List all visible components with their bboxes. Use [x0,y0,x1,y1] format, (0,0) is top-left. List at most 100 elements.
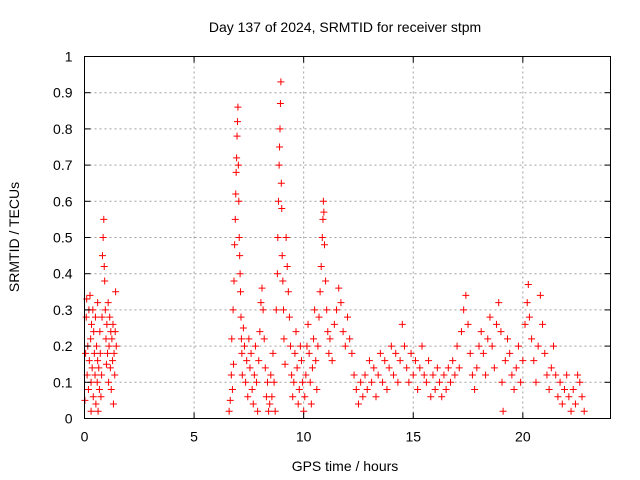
data-point [108,335,116,343]
data-point [433,364,441,372]
x-tick-label: 15 [405,429,421,445]
data-point [303,342,311,350]
data-point [227,371,235,379]
data-point [297,357,305,365]
data-point [239,324,247,332]
data-point [322,277,330,285]
data-point [442,386,450,394]
data-point [287,342,295,350]
chart-title: Day 137 of 2024, SRMTID for receiver stp… [209,19,481,35]
data-point [383,386,391,394]
data-point [368,378,376,386]
data-point [497,328,505,336]
data-point [91,371,99,379]
x-tick-label: 10 [296,429,312,445]
data-point [109,400,117,408]
data-point [237,335,245,343]
data-point [231,241,239,249]
y-tick-label: 0.2 [53,338,73,354]
data-point [411,357,419,365]
data-point [93,378,101,386]
data-point [273,270,281,278]
data-point [251,342,259,350]
data-point [339,328,347,336]
data-point [314,342,322,350]
data-point [307,400,315,408]
data-point [90,328,98,336]
data-point [267,371,275,379]
data-point [323,306,331,314]
data-point [324,328,332,336]
data-point [105,342,113,350]
data-point [289,393,297,401]
data-point [508,371,516,379]
data-point [354,400,362,408]
data-point [396,357,404,365]
data-point [283,262,291,270]
data-point [274,197,282,205]
data-point [521,320,529,328]
data-point [106,313,114,321]
data-point [514,342,522,350]
data-point [328,357,336,365]
data-point [457,328,465,336]
data-point [313,386,321,394]
data-point [94,357,102,365]
data-point [565,393,573,401]
data-point [387,342,395,350]
data-point [111,371,119,379]
data-point [407,349,415,357]
y-tick-label: 0.7 [53,157,73,173]
data-point [311,306,319,314]
data-point [315,313,323,321]
data-point [110,349,118,357]
data-point [95,364,103,372]
y-tick-label: 0.4 [53,266,73,282]
data-point [352,386,360,394]
data-point [247,349,255,357]
data-point [87,335,95,343]
data-point [350,371,358,379]
data-point [398,320,406,328]
data-point [493,320,501,328]
data-point [475,342,483,350]
data-point [490,364,498,372]
data-point [477,328,485,336]
data-point [105,378,113,386]
data-point [326,335,334,343]
data-point [525,313,533,321]
data-point [266,400,274,408]
data-point [460,306,468,314]
data-point [381,357,389,365]
data-point [278,252,286,260]
data-point [479,349,487,357]
data-point [574,371,582,379]
axis-ticks: 00.10.20.30.40.50.60.70.80.910 5 10 15 20 [53,49,611,445]
data-point [310,335,318,343]
data-point [230,277,238,285]
data-point [258,284,266,292]
data-point [112,342,120,350]
data-point [243,357,251,365]
data-point [82,313,90,321]
data-point [246,364,254,372]
data-point [249,400,257,408]
data-point [280,335,288,343]
data-point [320,208,328,216]
data-point [277,78,285,86]
data-point [85,357,93,365]
data-point [301,393,309,401]
data-point [363,386,371,394]
data-point [341,342,349,350]
y-tick-label: 0.8 [53,121,73,137]
data-point [532,378,540,386]
data-point [87,407,95,415]
data-point [269,349,277,357]
data-point [409,371,417,379]
data-point [308,364,316,372]
data-point [104,299,112,307]
data-point [95,386,103,394]
data-point [99,234,107,241]
data-point [291,349,299,357]
data-point [414,386,422,394]
